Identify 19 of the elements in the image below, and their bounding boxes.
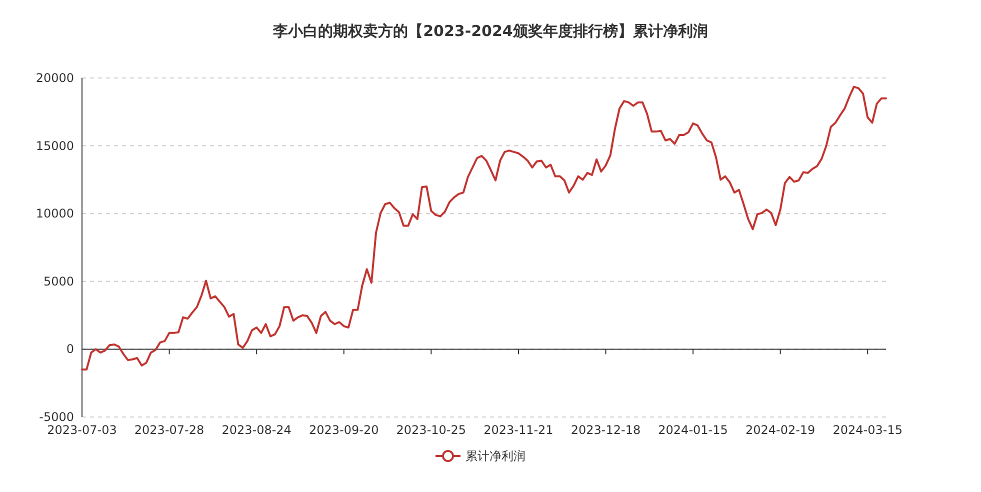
x-tick-label: 2023-10-25 xyxy=(396,423,466,437)
y-tick-label: 5000 xyxy=(43,274,74,288)
y-tick-label: 0 xyxy=(66,342,74,356)
y-tick-label: 10000 xyxy=(36,206,74,221)
x-tick-label: 2023-11-21 xyxy=(484,423,554,437)
chart-title: 李小白的期权卖方的【2023-2024颁奖年度排行榜】累计净利润 xyxy=(272,22,708,40)
x-tick-label: 2024-03-15 xyxy=(832,423,902,437)
legend-label: 累计净利润 xyxy=(466,449,526,463)
y-tick-label: -5000 xyxy=(39,410,74,424)
x-tick-label: 2024-02-19 xyxy=(745,423,816,437)
x-tick-label: 2023-09-20 xyxy=(309,423,379,437)
x-tick-label: 2024-01-15 xyxy=(658,423,728,437)
x-tick-label: 2023-07-03 xyxy=(47,423,117,437)
line-series xyxy=(81,86,887,371)
y-tick-label: 20000 xyxy=(36,71,74,85)
x-tick-label: 2023-08-24 xyxy=(222,423,292,437)
x-tick-label: 2023-12-18 xyxy=(570,423,641,437)
y-tick-label: 15000 xyxy=(36,138,74,153)
x-tick-label: 2023-07-28 xyxy=(134,423,204,437)
